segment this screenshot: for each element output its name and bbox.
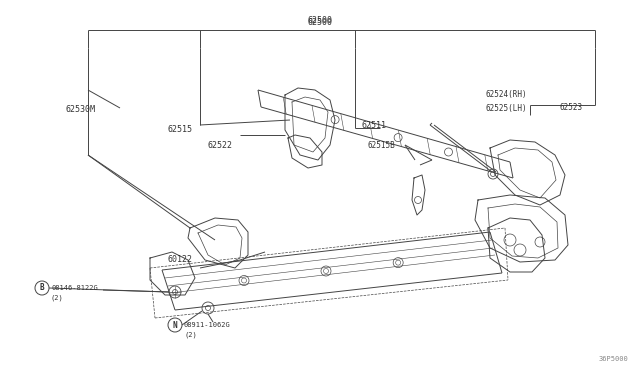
Text: 08146-8122G: 08146-8122G: [51, 285, 98, 291]
Text: 62511: 62511: [362, 121, 387, 129]
Text: 62530M: 62530M: [65, 106, 95, 115]
Text: 62500: 62500: [307, 18, 333, 27]
Text: 62515B: 62515B: [367, 141, 395, 150]
Text: (2): (2): [184, 332, 196, 338]
Text: 36P5000: 36P5000: [598, 356, 628, 362]
Text: (2): (2): [51, 295, 64, 301]
Text: 62524(RH): 62524(RH): [486, 90, 527, 99]
Text: N: N: [173, 321, 177, 330]
Text: 62525(LH): 62525(LH): [486, 103, 527, 112]
Text: 62522: 62522: [208, 141, 233, 150]
Text: 08911-1062G: 08911-1062G: [184, 322, 231, 328]
Text: 62523: 62523: [560, 103, 583, 112]
Text: B: B: [40, 283, 44, 292]
Text: 62500: 62500: [307, 16, 333, 25]
Text: 62515: 62515: [168, 125, 193, 135]
Text: 60122: 60122: [168, 256, 193, 264]
